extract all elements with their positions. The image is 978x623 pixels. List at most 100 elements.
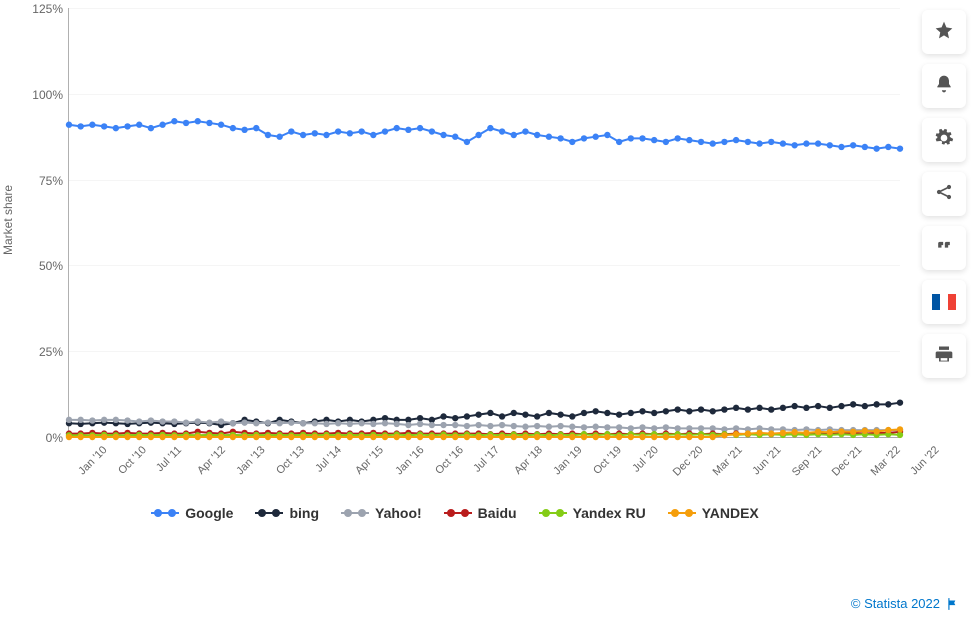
- data-point[interactable]: [733, 137, 739, 143]
- data-point[interactable]: [405, 422, 411, 428]
- data-point[interactable]: [241, 127, 247, 133]
- data-point[interactable]: [440, 413, 446, 419]
- data-point[interactable]: [815, 140, 821, 146]
- data-point[interactable]: [756, 430, 762, 436]
- data-point[interactable]: [827, 429, 833, 435]
- data-point[interactable]: [815, 429, 821, 435]
- data-point[interactable]: [557, 411, 563, 417]
- data-point[interactable]: [768, 406, 774, 412]
- data-point[interactable]: [253, 125, 259, 131]
- data-point[interactable]: [276, 420, 282, 426]
- legend-item-yahoo-[interactable]: Yahoo!: [341, 505, 422, 521]
- data-point[interactable]: [663, 424, 669, 430]
- data-point[interactable]: [323, 132, 329, 138]
- legend-item-google[interactable]: Google: [151, 505, 233, 521]
- data-point[interactable]: [838, 403, 844, 409]
- data-point[interactable]: [276, 134, 282, 140]
- data-point[interactable]: [206, 120, 212, 126]
- data-point[interactable]: [159, 122, 165, 128]
- data-point[interactable]: [265, 419, 271, 425]
- data-point[interactable]: [183, 419, 189, 425]
- data-point[interactable]: [885, 401, 891, 407]
- data-point[interactable]: [546, 410, 552, 416]
- data-point[interactable]: [651, 410, 657, 416]
- data-point[interactable]: [768, 430, 774, 436]
- data-point[interactable]: [265, 132, 271, 138]
- settings-button[interactable]: [922, 118, 966, 162]
- data-point[interactable]: [171, 118, 177, 124]
- legend-item-yandex-ru[interactable]: Yandex RU: [539, 505, 646, 521]
- data-point[interactable]: [487, 410, 493, 416]
- data-point[interactable]: [698, 406, 704, 412]
- data-point[interactable]: [124, 123, 130, 129]
- data-point[interactable]: [241, 419, 247, 425]
- data-point[interactable]: [604, 424, 610, 430]
- data-point[interactable]: [511, 132, 517, 138]
- data-point[interactable]: [674, 135, 680, 141]
- legend-item-baidu[interactable]: Baidu: [444, 505, 517, 521]
- data-point[interactable]: [628, 410, 634, 416]
- data-point[interactable]: [745, 406, 751, 412]
- data-point[interactable]: [452, 415, 458, 421]
- data-point[interactable]: [148, 417, 154, 423]
- data-point[interactable]: [674, 425, 680, 431]
- data-point[interactable]: [148, 125, 154, 131]
- data-point[interactable]: [827, 142, 833, 148]
- share-button[interactable]: [922, 172, 966, 216]
- data-point[interactable]: [66, 122, 72, 128]
- data-point[interactable]: [569, 424, 575, 430]
- data-point[interactable]: [312, 420, 318, 426]
- data-point[interactable]: [897, 426, 903, 432]
- print-button[interactable]: [922, 334, 966, 378]
- data-point[interactable]: [756, 405, 762, 411]
- data-point[interactable]: [639, 408, 645, 414]
- data-point[interactable]: [534, 132, 540, 138]
- data-point[interactable]: [616, 139, 622, 145]
- data-point[interactable]: [347, 421, 353, 427]
- attribution[interactable]: © Statista 2022: [851, 596, 960, 611]
- data-point[interactable]: [768, 139, 774, 145]
- data-point[interactable]: [663, 408, 669, 414]
- data-point[interactable]: [745, 430, 751, 436]
- notifications-button[interactable]: [922, 64, 966, 108]
- data-point[interactable]: [604, 132, 610, 138]
- data-point[interactable]: [511, 423, 517, 429]
- data-point[interactable]: [394, 421, 400, 427]
- data-point[interactable]: [253, 420, 259, 426]
- data-point[interactable]: [581, 424, 587, 430]
- data-point[interactable]: [300, 132, 306, 138]
- data-point[interactable]: [569, 139, 575, 145]
- data-point[interactable]: [815, 403, 821, 409]
- data-point[interactable]: [897, 399, 903, 405]
- data-point[interactable]: [756, 140, 762, 146]
- data-point[interactable]: [464, 413, 470, 419]
- data-point[interactable]: [429, 422, 435, 428]
- data-point[interactable]: [183, 120, 189, 126]
- data-point[interactable]: [616, 411, 622, 417]
- data-point[interactable]: [546, 424, 552, 430]
- data-point[interactable]: [651, 137, 657, 143]
- data-point[interactable]: [370, 132, 376, 138]
- data-point[interactable]: [89, 122, 95, 128]
- data-point[interactable]: [710, 140, 716, 146]
- data-point[interactable]: [382, 128, 388, 134]
- data-point[interactable]: [838, 428, 844, 434]
- data-point[interactable]: [382, 420, 388, 426]
- data-point[interactable]: [464, 423, 470, 429]
- data-point[interactable]: [370, 421, 376, 427]
- data-point[interactable]: [897, 432, 903, 438]
- data-point[interactable]: [639, 424, 645, 430]
- data-point[interactable]: [569, 413, 575, 419]
- data-point[interactable]: [710, 408, 716, 414]
- data-point[interactable]: [780, 405, 786, 411]
- data-point[interactable]: [440, 422, 446, 428]
- data-point[interactable]: [77, 123, 83, 129]
- data-point[interactable]: [791, 403, 797, 409]
- data-point[interactable]: [791, 142, 797, 148]
- data-point[interactable]: [300, 420, 306, 426]
- data-point[interactable]: [499, 128, 505, 134]
- data-point[interactable]: [101, 123, 107, 129]
- data-point[interactable]: [885, 144, 891, 150]
- data-point[interactable]: [394, 125, 400, 131]
- data-point[interactable]: [557, 135, 563, 141]
